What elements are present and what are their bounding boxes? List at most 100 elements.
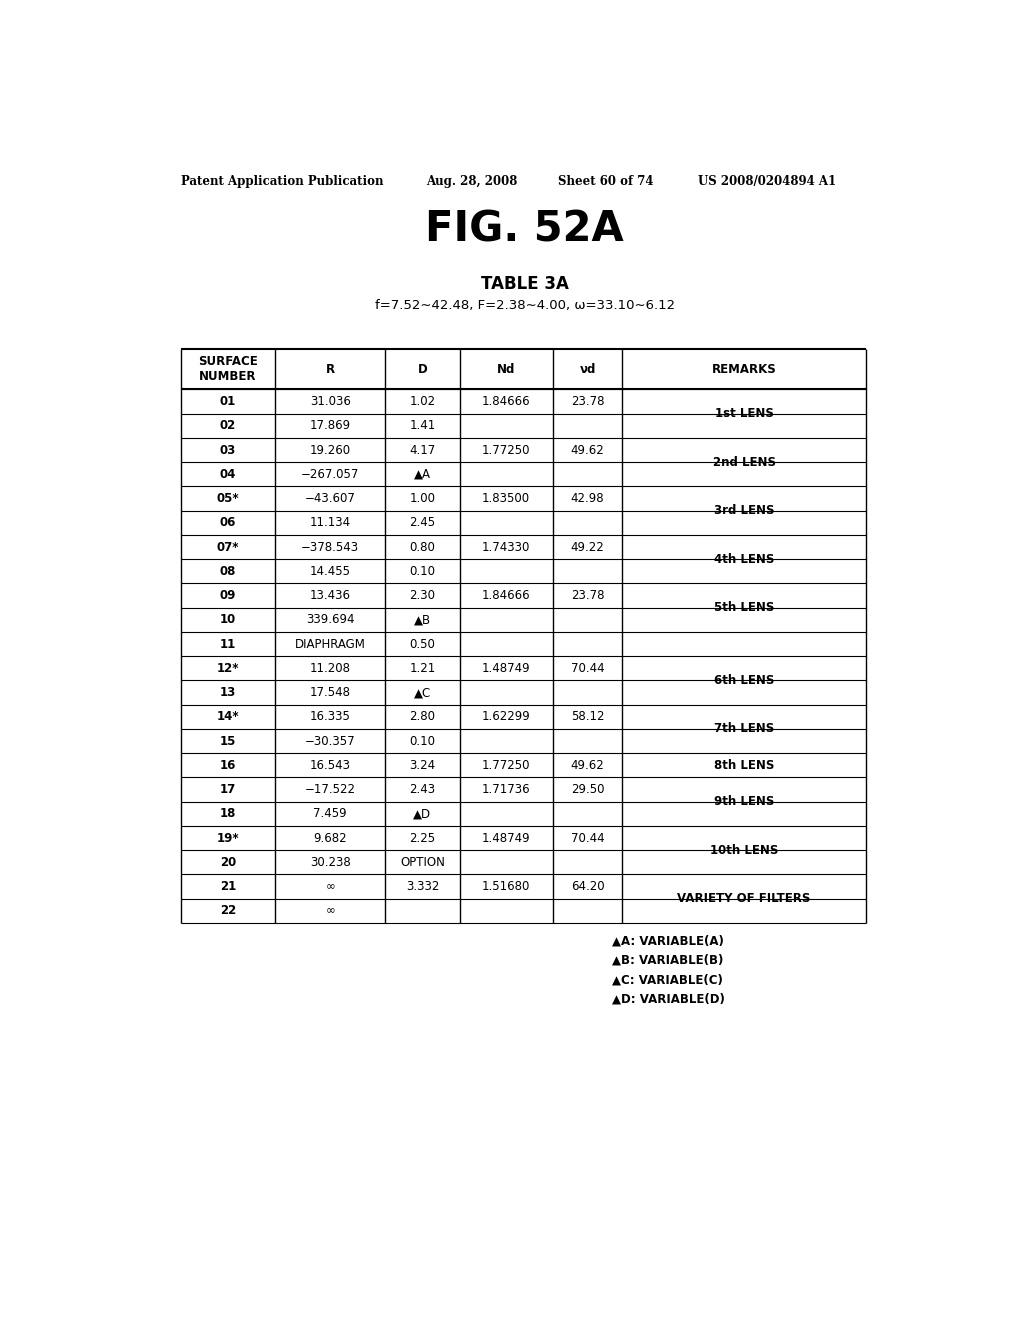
Text: 11.134: 11.134 — [309, 516, 351, 529]
Text: 49.22: 49.22 — [570, 541, 604, 553]
Text: 10: 10 — [220, 614, 237, 626]
Text: 6th LENS: 6th LENS — [714, 675, 774, 686]
Text: SURFACE
NUMBER: SURFACE NUMBER — [198, 355, 258, 383]
Text: 29.50: 29.50 — [570, 783, 604, 796]
Text: 9th LENS: 9th LENS — [714, 795, 774, 808]
Text: 339.694: 339.694 — [306, 614, 354, 626]
Text: 0.80: 0.80 — [410, 541, 435, 553]
Text: 1.41: 1.41 — [410, 420, 435, 432]
Text: ▲B: ▲B — [414, 614, 431, 626]
Text: 31.036: 31.036 — [310, 395, 350, 408]
Text: FIG. 52A: FIG. 52A — [425, 209, 625, 251]
Text: 1.51680: 1.51680 — [482, 880, 530, 894]
Text: 1.48749: 1.48749 — [482, 661, 530, 675]
Text: 2nd LENS: 2nd LENS — [713, 455, 775, 469]
Text: 49.62: 49.62 — [570, 759, 604, 772]
Text: DIAPHRAGM: DIAPHRAGM — [295, 638, 366, 651]
Text: 42.98: 42.98 — [570, 492, 604, 506]
Text: Aug. 28, 2008: Aug. 28, 2008 — [426, 176, 518, 189]
Text: 11: 11 — [220, 638, 237, 651]
Text: 2.30: 2.30 — [410, 589, 435, 602]
Text: OPTION: OPTION — [400, 855, 445, 869]
Text: 1.71736: 1.71736 — [482, 783, 530, 796]
Text: 07*: 07* — [217, 541, 240, 553]
Text: 0.10: 0.10 — [410, 735, 435, 747]
Text: Patent Application Publication: Patent Application Publication — [180, 176, 383, 189]
Text: 23.78: 23.78 — [570, 395, 604, 408]
Text: 4th LENS: 4th LENS — [714, 553, 774, 566]
Text: 23.78: 23.78 — [570, 589, 604, 602]
Text: 03: 03 — [220, 444, 237, 457]
Text: 18: 18 — [220, 808, 237, 820]
Text: 16: 16 — [220, 759, 237, 772]
Text: US 2008/0204894 A1: US 2008/0204894 A1 — [697, 176, 836, 189]
Text: 2.80: 2.80 — [410, 710, 435, 723]
Text: 08: 08 — [220, 565, 237, 578]
Text: 30.238: 30.238 — [310, 855, 350, 869]
Text: Nd: Nd — [497, 363, 515, 376]
Text: ∞: ∞ — [326, 904, 335, 917]
Text: 70.44: 70.44 — [570, 832, 604, 845]
Text: 1.77250: 1.77250 — [482, 759, 530, 772]
Text: 1.00: 1.00 — [410, 492, 435, 506]
Text: 17.548: 17.548 — [310, 686, 351, 700]
Text: 1.84666: 1.84666 — [482, 395, 530, 408]
Text: 06: 06 — [220, 516, 237, 529]
Text: 70.44: 70.44 — [570, 661, 604, 675]
Text: 1st LENS: 1st LENS — [715, 407, 773, 420]
Text: 3rd LENS: 3rd LENS — [714, 504, 774, 517]
Text: 19.260: 19.260 — [309, 444, 351, 457]
Text: 10th LENS: 10th LENS — [710, 843, 778, 857]
Text: −267.057: −267.057 — [301, 467, 359, 480]
Text: 7.459: 7.459 — [313, 808, 347, 820]
Text: 13: 13 — [220, 686, 237, 700]
Text: f=7.52∼42.48, F=2.38∼4.00, ω=33.10∼6.12: f=7.52∼42.48, F=2.38∼4.00, ω=33.10∼6.12 — [375, 298, 675, 312]
Text: 21: 21 — [220, 880, 237, 894]
Text: 3.332: 3.332 — [406, 880, 439, 894]
Text: R: R — [326, 363, 335, 376]
Text: −30.357: −30.357 — [305, 735, 355, 747]
Text: 09: 09 — [220, 589, 237, 602]
Text: REMARKS: REMARKS — [712, 363, 776, 376]
Text: 12*: 12* — [217, 661, 240, 675]
Text: 17.869: 17.869 — [309, 420, 351, 432]
Text: D: D — [418, 363, 427, 376]
Text: TABLE 3A: TABLE 3A — [481, 276, 568, 293]
Text: −43.607: −43.607 — [305, 492, 355, 506]
Text: 58.12: 58.12 — [570, 710, 604, 723]
Text: 4.17: 4.17 — [410, 444, 435, 457]
Text: 2.25: 2.25 — [410, 832, 435, 845]
Text: 19*: 19* — [217, 832, 240, 845]
Text: 2.43: 2.43 — [410, 783, 435, 796]
Text: 1.77250: 1.77250 — [482, 444, 530, 457]
Text: VARIETY OF FILTERS: VARIETY OF FILTERS — [678, 892, 811, 906]
Text: 1.21: 1.21 — [410, 661, 435, 675]
Text: 3.24: 3.24 — [410, 759, 435, 772]
Text: 49.62: 49.62 — [570, 444, 604, 457]
Text: Sheet 60 of 74: Sheet 60 of 74 — [558, 176, 653, 189]
Text: 1.83500: 1.83500 — [482, 492, 530, 506]
Text: 17: 17 — [220, 783, 237, 796]
Text: 1.74330: 1.74330 — [482, 541, 530, 553]
Text: 1.62299: 1.62299 — [482, 710, 530, 723]
Text: 20: 20 — [220, 855, 237, 869]
Text: νd: νd — [580, 363, 596, 376]
Text: ▲A: VARIABLE(A): ▲A: VARIABLE(A) — [612, 935, 724, 948]
Text: 02: 02 — [220, 420, 237, 432]
Text: 9.682: 9.682 — [313, 832, 347, 845]
Text: 1.02: 1.02 — [410, 395, 435, 408]
Text: ▲A: ▲A — [414, 467, 431, 480]
Text: 05*: 05* — [217, 492, 240, 506]
Text: 16.335: 16.335 — [310, 710, 350, 723]
Text: 15: 15 — [220, 735, 237, 747]
Text: −378.543: −378.543 — [301, 541, 359, 553]
Text: 7th LENS: 7th LENS — [714, 722, 774, 735]
Text: 01: 01 — [220, 395, 237, 408]
Text: 0.50: 0.50 — [410, 638, 435, 651]
Text: ▲D: VARIABLE(D): ▲D: VARIABLE(D) — [612, 993, 725, 1006]
Text: ▲B: VARIABLE(B): ▲B: VARIABLE(B) — [612, 954, 724, 966]
Text: 8th LENS: 8th LENS — [714, 759, 774, 772]
Text: ▲D: ▲D — [414, 808, 431, 820]
Text: 0.10: 0.10 — [410, 565, 435, 578]
Text: 11.208: 11.208 — [310, 661, 351, 675]
